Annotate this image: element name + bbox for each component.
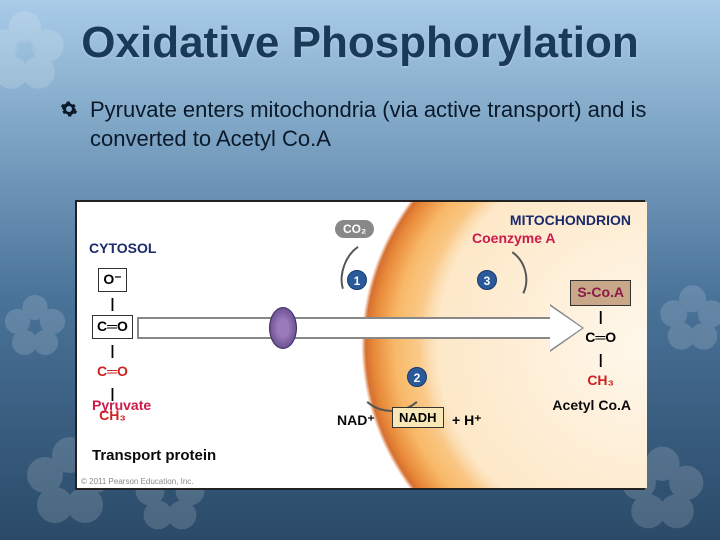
struct-line: C═O [92,315,133,339]
bullet-item: Pyruvate enters mitochondria (via active… [60,96,660,153]
transport-protein-label: Transport protein [92,447,216,464]
mitochondrion-label: MITOCHONDRION [510,212,631,228]
step-badge-1: 1 [347,270,367,290]
reaction-arrow [137,317,552,339]
h-plus-label: + H⁺ [452,412,482,429]
co2-badge: CO₂ [335,220,374,238]
pyruvate-label: Pyruvate [92,397,151,413]
bullet-text: Pyruvate enters mitochondria (via active… [90,96,660,153]
bg-flower-icon [0,290,70,360]
cytosol-label: CYTOSOL [89,240,156,256]
acetyl-coa-structure: S-Co.A | C═O | CH₃ [570,280,631,392]
step-badge-3: 3 [477,270,497,290]
copyright-text: © 2011 Pearson Education, Inc. [81,477,193,486]
struct-line: S-Co.A [570,280,631,306]
transport-protein-shape [269,307,297,349]
struct-line: CH₃ [570,370,631,392]
step-badge-2: 2 [407,367,427,387]
struct-line: O⁻ [98,268,126,292]
gear-icon [60,100,78,118]
acetyl-coa-label: Acetyl Co.A [552,397,631,413]
nadh-box: NADH [392,407,444,428]
nad-label: NAD⁺ [337,412,375,429]
coenzyme-a-label: Coenzyme A [472,230,556,246]
slide-title: Oxidative Phosphorylation [0,0,720,68]
struct-line: C═O [570,327,631,349]
diagram: CYTOSOL MITOCHONDRION O⁻ | C═O | C═O | C… [75,200,645,490]
struct-line: C═O [92,361,133,383]
bg-flower-icon [655,280,720,355]
